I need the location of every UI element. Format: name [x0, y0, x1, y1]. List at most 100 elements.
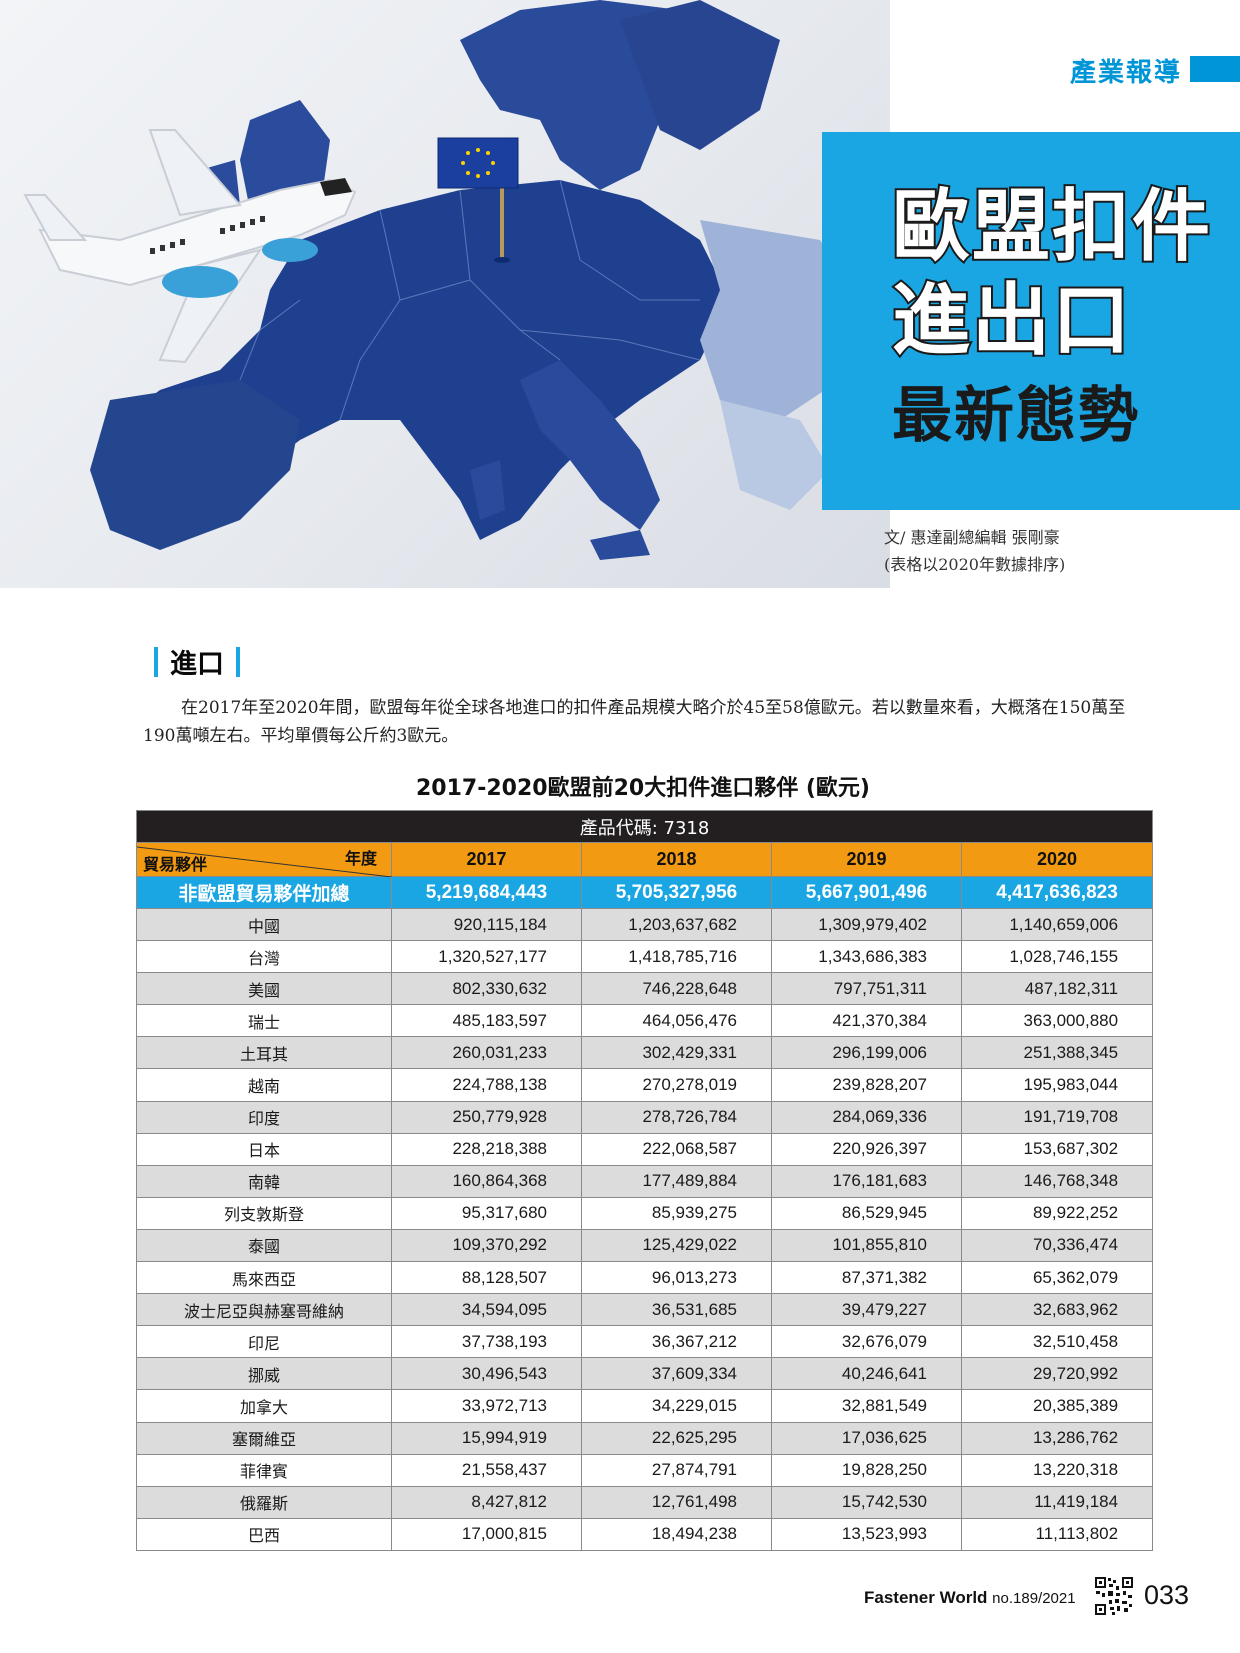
airplane-icon	[23, 129, 357, 364]
product-code: 產品代碼: 7318	[135, 810, 1154, 843]
value-cell-2019: 40,246,641	[771, 1357, 962, 1391]
total-value-2017: 5,219,684,443	[391, 876, 582, 909]
corner-diagonal-line	[137, 846, 392, 877]
value-cell-2018: 278,726,784	[581, 1100, 772, 1134]
table-row: 越南 224,788,138 270,278,019 239,828,207 195,9…	[136, 1068, 1154, 1102]
value-cell-2017: 8,427,812	[391, 1485, 582, 1519]
table-row: 菲律賓 21,558,437 27,874,791 19,828,250 13,220,…	[136, 1453, 1154, 1487]
table-row: 馬來西亞 88,128,507 96,013,273 87,371,382 65,362…	[136, 1261, 1154, 1295]
value-cell-2020: 153,687,302	[960, 1132, 1154, 1166]
value-cell-2019: 86,529,945	[771, 1196, 962, 1230]
title-box: 歐盟扣件 進出口 最新態勢	[822, 132, 1240, 510]
table-row: 瑞士 485,183,597 464,056,476 421,370,384 363,0…	[136, 1004, 1154, 1038]
value-cell-2017: 37,738,193	[391, 1325, 582, 1359]
value-cell-2018: 34,229,015	[581, 1389, 772, 1423]
table-row: 俄羅斯 8,427,812 12,761,498 15,742,530 11,419,1…	[136, 1485, 1154, 1519]
value-cell-2020: 195,983,044	[960, 1068, 1154, 1102]
value-cell-2020: 11,113,802	[960, 1517, 1154, 1551]
title-line-1: 歐盟扣件	[890, 182, 1213, 272]
table-row: 加拿大 33,972,713 34,229,015 32,881,549 20,385,…	[136, 1389, 1154, 1423]
title-line-2: 進出口	[890, 276, 1133, 366]
value-cell-2018: 37,609,334	[581, 1357, 772, 1391]
value-cell-2020: 1,140,659,006	[960, 907, 1154, 942]
country-cell: 泰國	[136, 1228, 392, 1263]
value-cell-2019: 284,069,336	[771, 1100, 962, 1134]
value-cell-2019: 1,343,686,383	[771, 940, 962, 974]
value-cell-2019: 39,479,227	[771, 1293, 962, 1327]
value-cell-2020: 32,510,458	[960, 1325, 1154, 1359]
country-cell: 塞爾維亞	[136, 1421, 392, 1455]
total-value-2020: 4,417,636,823	[960, 876, 1154, 909]
value-cell-2017: 17,000,815	[391, 1517, 582, 1551]
year-header-row: 年度 貿易夥伴 2017 2018 2019 2020	[136, 842, 1154, 877]
subheading-import: 進口	[154, 642, 240, 681]
value-cell-2020: 363,000,880	[960, 1004, 1154, 1038]
subheading-text: 進口	[170, 649, 224, 680]
value-cell-2017: 88,128,507	[391, 1261, 582, 1295]
value-cell-2017: 224,788,138	[391, 1068, 582, 1102]
eu-flag-icon	[437, 137, 519, 263]
value-cell-2017: 33,972,713	[391, 1389, 582, 1423]
value-cell-2020: 32,683,962	[960, 1293, 1154, 1327]
table-row: 波士尼亞與赫塞哥維納 34,594,095 36,531,685 39,479,227…	[136, 1293, 1154, 1327]
value-cell-2020: 146,768,348	[960, 1164, 1154, 1198]
table-row: 中國 920,115,184 1,203,637,682 1,309,979,402 1…	[136, 907, 1154, 942]
country-cell: 波士尼亞與赫塞哥維納	[136, 1293, 392, 1327]
value-cell-2019: 239,828,207	[771, 1068, 962, 1102]
value-cell-2018: 22,625,295	[581, 1421, 772, 1455]
value-cell-2018: 270,278,019	[581, 1068, 772, 1102]
value-cell-2019: 19,828,250	[771, 1453, 962, 1487]
qr-code-icon[interactable]	[1094, 1576, 1134, 1616]
value-cell-2017: 260,031,233	[391, 1036, 582, 1070]
country-cell: 瑞士	[136, 1004, 392, 1038]
table-row: 印度 250,779,928 278,726,784 284,069,336 191,7…	[136, 1100, 1154, 1134]
value-cell-2019: 32,676,079	[771, 1325, 962, 1359]
total-row: 非歐盟貿易夥伴加總 5,219,684,443 5,705,327,956 5,…	[136, 876, 1154, 909]
byline: 文/ 惠達副總編輯 張剛豪 (表格以2020年數據排序)	[884, 524, 1065, 578]
country-cell: 日本	[136, 1132, 392, 1166]
value-cell-2020: 20,385,389	[960, 1389, 1154, 1423]
country-cell: 越南	[136, 1068, 392, 1102]
table-body: 中國 920,115,184 1,203,637,682 1,309,979,402 1…	[136, 907, 1154, 1551]
value-cell-2017: 34,594,095	[391, 1293, 582, 1327]
value-cell-2019: 296,199,006	[771, 1036, 962, 1070]
table-row: 印尼 37,738,193 36,367,212 32,676,079 32,510,4…	[136, 1325, 1154, 1359]
value-cell-2018: 125,429,022	[581, 1228, 772, 1263]
value-cell-2019: 220,926,397	[771, 1132, 962, 1166]
footer-magazine: Fastener World no.189/2021	[864, 1588, 1076, 1608]
value-cell-2019: 101,855,810	[771, 1228, 962, 1263]
country-cell: 俄羅斯	[136, 1485, 392, 1519]
page-number: 033	[1144, 1580, 1190, 1610]
value-cell-2019: 87,371,382	[771, 1261, 962, 1295]
value-cell-2020: 89,922,252	[960, 1196, 1154, 1230]
value-cell-2018: 177,489,884	[581, 1164, 772, 1198]
value-cell-2019: 176,181,683	[771, 1164, 962, 1198]
value-cell-2017: 920,115,184	[391, 907, 582, 942]
value-cell-2018: 18,494,238	[581, 1517, 772, 1551]
value-cell-2020: 11,419,184	[960, 1485, 1154, 1519]
table-row: 土耳其 260,031,233 302,429,331 296,199,006 251,…	[136, 1036, 1154, 1070]
country-cell: 印度	[136, 1100, 392, 1134]
value-cell-2018: 96,013,273	[581, 1261, 772, 1295]
country-cell: 中國	[136, 907, 392, 942]
value-cell-2019: 421,370,384	[771, 1004, 962, 1038]
value-cell-2020: 65,362,079	[960, 1261, 1154, 1295]
title-line-3: 最新態勢	[892, 381, 1140, 451]
year-header-2019: 2019	[771, 842, 962, 877]
europe-map-illustration	[23, 0, 860, 560]
value-cell-2020: 70,336,474	[960, 1228, 1154, 1263]
value-cell-2018: 302,429,331	[581, 1036, 772, 1070]
value-cell-2019: 797,751,311	[771, 972, 962, 1006]
value-cell-2020: 191,719,708	[960, 1100, 1154, 1134]
value-cell-2017: 109,370,292	[391, 1228, 582, 1263]
section-label: 產業報導	[1069, 58, 1182, 88]
country-cell: 列支敦斯登	[136, 1196, 392, 1230]
value-cell-2017: 21,558,437	[391, 1453, 582, 1487]
value-cell-2020: 13,220,318	[960, 1453, 1154, 1487]
value-cell-2019: 32,881,549	[771, 1389, 962, 1423]
value-cell-2017: 250,779,928	[391, 1100, 582, 1134]
country-cell: 印尼	[136, 1325, 392, 1359]
value-cell-2017: 802,330,632	[391, 972, 582, 1006]
table-row: 日本 228,218,388 222,068,587 220,926,397 153,6…	[136, 1132, 1154, 1166]
table-title: 2017-2020歐盟前20大扣件進口夥伴 (歐元)	[416, 776, 870, 801]
